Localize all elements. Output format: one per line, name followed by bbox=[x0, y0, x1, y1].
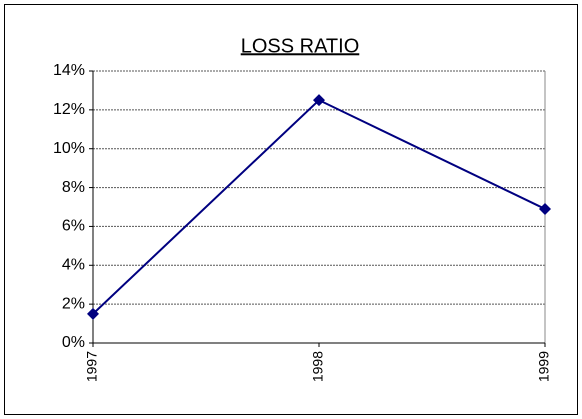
chart-border bbox=[4, 4, 578, 415]
y-tick-label: 0% bbox=[62, 334, 85, 351]
y-tick-label: 8% bbox=[62, 179, 85, 196]
point-marker bbox=[539, 202, 551, 215]
y-tick-label: 4% bbox=[62, 257, 85, 274]
x-tick-label: 1998 bbox=[310, 351, 326, 382]
x-tick-label: 1999 bbox=[536, 351, 552, 382]
y-tick-label: 14% bbox=[53, 62, 85, 79]
point-marker bbox=[87, 307, 99, 320]
y-tick-label: 2% bbox=[62, 295, 85, 312]
point-marker bbox=[313, 94, 325, 107]
y-tick-label: 12% bbox=[53, 101, 85, 118]
y-tick-label: 10% bbox=[53, 140, 85, 157]
x-tick-label: 1997 bbox=[84, 351, 100, 382]
chart-title: LOSS RATIO bbox=[241, 35, 360, 57]
y-tick-label: 6% bbox=[62, 218, 85, 235]
